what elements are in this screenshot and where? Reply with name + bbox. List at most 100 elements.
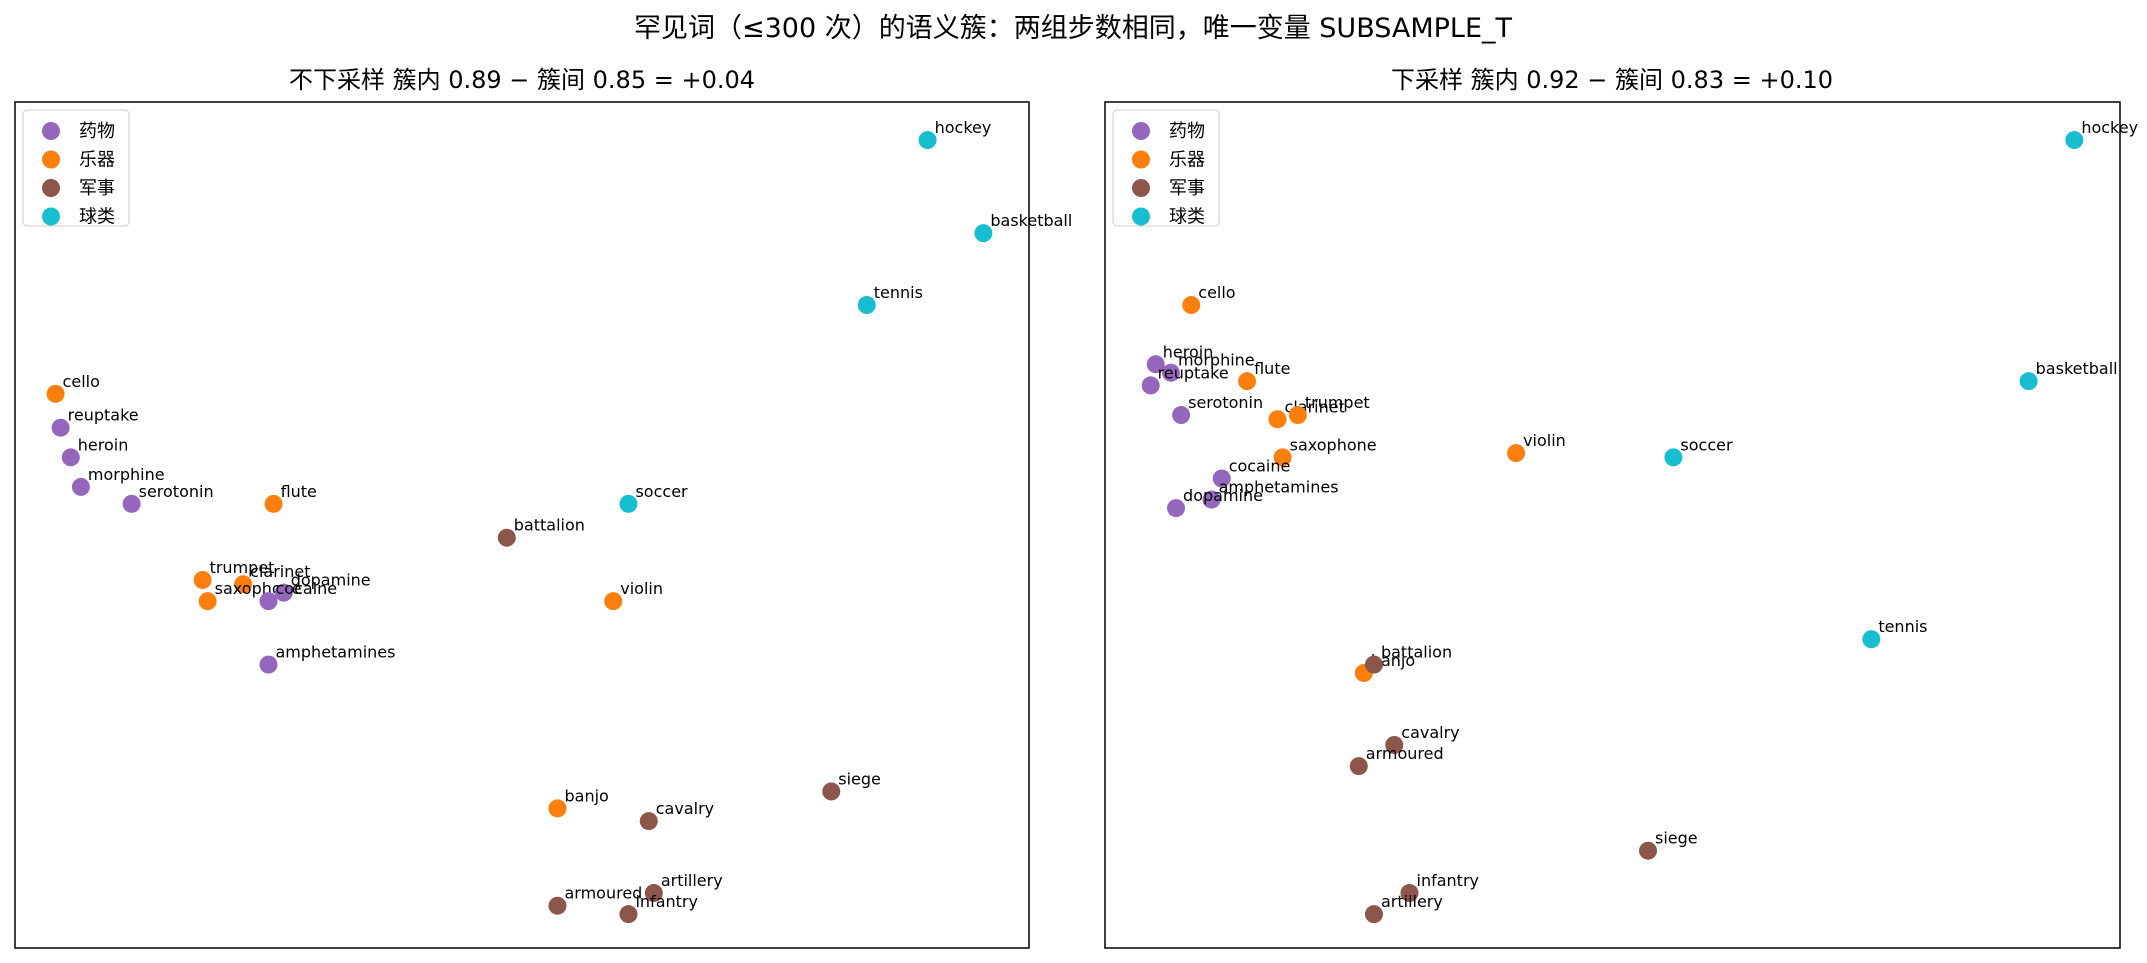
right-point-label-battalion: battalion [1381, 643, 1452, 662]
right-point-label-armoured: armoured [1366, 744, 1444, 763]
right-point-infantry [1400, 884, 1419, 903]
right-point-morphine [1161, 363, 1180, 382]
right-points-layer: hockeybasketballsoccertenniscelloflutecl… [1141, 118, 2138, 924]
right-legend-marker-4 [1132, 207, 1150, 226]
left-legend-marker-4 [42, 207, 60, 226]
right-legend-marker-3 [1132, 179, 1150, 197]
right-point-label-trumpet: trumpet [1305, 393, 1370, 412]
left-point-label-banjo: banjo [564, 786, 608, 805]
right-point-label-dopamine: dopamine [1183, 486, 1263, 505]
right-scatter-panel: 下采样 簇内 0.92 − 簇间 0.83 = +0.10 hockey bask… [1104, 66, 2138, 949]
right-legend-label-4: 球类 [1169, 207, 1205, 228]
right-point-cocaine [1212, 469, 1231, 488]
right-point-cello [1182, 296, 1201, 315]
left-point-siege [822, 782, 841, 801]
left-point-banjo [548, 799, 567, 818]
left-point-dopamine [274, 583, 293, 602]
left-point-label-flute: flute [281, 482, 317, 501]
right-point-soccer [1664, 448, 1683, 467]
left-point-serotonin [122, 494, 141, 513]
right-legend-label-3: 军事 [1169, 178, 1205, 199]
right-point-clarinet [1268, 410, 1287, 429]
left-points-layer: hockey basketball tennis soccer cello flute tr… [46, 118, 1072, 924]
left-point-basketball [974, 224, 993, 243]
left-legend-marker-2 [42, 150, 60, 169]
left-point-label-battalion: battalion [514, 516, 585, 535]
right-point-label-artillery: artillery [1381, 892, 1443, 911]
right-point-flute [1238, 372, 1257, 391]
right-point-label-heroin: heroin [1163, 342, 1214, 361]
right-point-hockey [2065, 131, 2084, 150]
left-point-artillery [644, 884, 663, 903]
right-point-serotonin [1172, 406, 1191, 425]
left-point-infantry [619, 905, 638, 924]
left-point-label-cello: cello [63, 372, 100, 391]
left-legend-marker-3 [42, 179, 60, 197]
left-legend-marker-1 [42, 122, 60, 140]
left-point-label-tennis: tennis [874, 283, 923, 302]
right-point-basketball [2019, 372, 2038, 391]
left-point-saxophone [198, 592, 217, 611]
left-legend-label-1: 药物 [79, 121, 115, 142]
left-point-label-serotonin: serotonin [139, 482, 214, 501]
left-point-morphine [71, 477, 90, 496]
left-point-trumpet [193, 570, 212, 589]
right-legend-label-2: 乐器 [1169, 150, 1205, 171]
left-point-amphetamines [259, 655, 278, 674]
right-point-label-soccer: soccer [1680, 435, 1733, 454]
right-point-amphetamines [1202, 490, 1221, 509]
left-panel-title: 不下采样 簇内 0.89 − 簇间 0.85 = +0.04 [289, 66, 755, 94]
right-point-siege [1639, 841, 1658, 860]
left-point-label-cocaine: cocaine [276, 579, 338, 598]
left-point-label-cavalry: cavalry [656, 799, 714, 818]
left-point-cocaine [259, 592, 278, 611]
right-point-label-basketball: basketball [2036, 359, 2118, 378]
left-point-cavalry [639, 812, 658, 831]
right-legend-marker-2 [1132, 150, 1150, 169]
right-point-label-siege: siege [1655, 829, 1698, 848]
left-point-battalion [497, 528, 516, 547]
right-point-trumpet [1288, 406, 1307, 425]
right-legend-marker-1 [1132, 122, 1150, 140]
left-point-label-clarinet: clarinet [250, 562, 310, 581]
right-point-artillery [1364, 905, 1383, 924]
left-legend-label-2: 乐器 [79, 150, 115, 171]
left-point-label-heroin: heroin [78, 435, 129, 454]
left-point-label-hockey: hockey [935, 118, 992, 137]
left-point-clarinet [234, 575, 253, 594]
left-point-label-morphine: morphine [88, 465, 165, 484]
right-point-cavalry [1385, 735, 1404, 754]
right-point-label-cello: cello [1198, 283, 1235, 302]
right-point-label-infantry: infantry [1417, 871, 1479, 890]
figure-suptitle: 罕见词（≤300 次）的语义簇：两组步数相同，唯一变量 SUBSAMPLE_T [634, 13, 1513, 44]
right-point-reuptake [1141, 376, 1160, 395]
left-point-armoured [548, 896, 567, 915]
right-point-armoured [1349, 757, 1368, 776]
right-point-label-amphetamines: amphetamines [1219, 478, 1339, 497]
left-point-hockey [918, 131, 937, 150]
left-point-flute [264, 494, 283, 513]
left-point-label-infantry: infantry [635, 892, 697, 911]
right-point-label-tennis: tennis [1878, 617, 1927, 636]
left-point-label-dopamine: dopamine [291, 571, 371, 590]
left-point-heroin [61, 448, 80, 467]
left-point-label-violin: violin [620, 579, 663, 598]
left-point-label-soccer: soccer [635, 482, 688, 501]
right-panel-title: 下采样 簇内 0.92 − 簇间 0.83 = +0.10 [1391, 66, 1833, 94]
left-point-tennis [857, 296, 876, 315]
left-point-label-siege: siege [838, 769, 881, 788]
right-legend-label-1: 药物 [1169, 121, 1205, 142]
right-point-label-cocaine: cocaine [1229, 456, 1291, 475]
left-point-label-trumpet: trumpet [210, 558, 275, 577]
right-point-label-hockey: hockey [2081, 118, 2138, 137]
right-point-label-serotonin: serotonin [1188, 393, 1263, 412]
left-point-soccer [619, 494, 638, 513]
right-point-violin [1507, 444, 1526, 463]
right-point-label-morphine: morphine [1178, 351, 1255, 370]
left-legend-label-4: 球类 [79, 207, 115, 228]
left-scatter-panel: 不下采样 簇内 0.89 − 簇间 0.85 = +0.04 hockey bas… [14, 66, 1072, 949]
left-point-label-amphetamines: amphetamines [276, 643, 396, 662]
